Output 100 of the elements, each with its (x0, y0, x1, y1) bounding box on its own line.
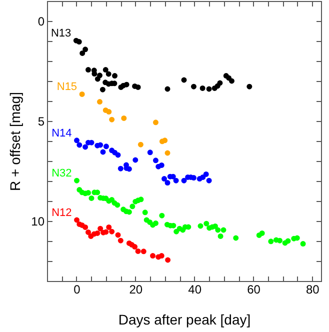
point (204, 220, 210, 226)
x-tick-label: 0 (74, 282, 81, 296)
point (174, 228, 180, 234)
y-tick-label: 5 (38, 114, 45, 128)
point (150, 253, 156, 259)
point (158, 253, 164, 259)
point (121, 115, 127, 121)
point (74, 138, 80, 144)
point (277, 238, 282, 244)
point (109, 116, 115, 122)
point (76, 39, 82, 45)
x-tick-label: 60 (247, 282, 261, 296)
point (100, 149, 106, 155)
series-label: N15 (56, 81, 78, 94)
point (130, 204, 136, 210)
point (165, 257, 171, 263)
point (132, 157, 138, 163)
point (206, 86, 212, 92)
point (228, 78, 234, 84)
point (220, 227, 226, 233)
point (115, 232, 121, 238)
point (80, 50, 86, 56)
point (162, 176, 167, 182)
point (200, 174, 206, 180)
point (246, 84, 252, 90)
point (74, 217, 80, 223)
point (86, 190, 91, 196)
point (98, 226, 104, 232)
point (98, 142, 104, 148)
point (162, 138, 168, 144)
point (294, 235, 300, 241)
x-axis-title: Days after peak [day] (118, 312, 251, 328)
x-tick-label: 80 (306, 282, 320, 296)
point (86, 67, 91, 73)
point (138, 196, 144, 202)
point (233, 235, 239, 241)
point (218, 233, 224, 239)
point (158, 162, 164, 168)
point (152, 220, 158, 226)
point (142, 210, 148, 216)
point (198, 223, 204, 229)
series-label: N14 (52, 127, 72, 140)
point (100, 86, 106, 92)
point (215, 227, 221, 233)
point (152, 158, 158, 164)
point (132, 244, 138, 250)
point (97, 99, 102, 105)
point (124, 82, 130, 88)
point (118, 166, 124, 172)
point (103, 144, 109, 150)
point (88, 195, 94, 201)
point (115, 152, 121, 158)
point (159, 212, 165, 218)
point (82, 224, 88, 230)
point (86, 229, 91, 235)
point (138, 142, 144, 148)
point (82, 46, 88, 52)
point (109, 228, 115, 234)
point (164, 86, 170, 92)
point (106, 109, 112, 115)
point (147, 150, 153, 156)
point (114, 202, 120, 208)
point (217, 80, 223, 86)
point (94, 230, 100, 236)
point (164, 180, 170, 186)
point (74, 178, 80, 184)
series-label: N32 (52, 168, 72, 180)
point (79, 91, 85, 97)
point (300, 241, 306, 247)
series-label: N12 (52, 207, 72, 219)
point (92, 71, 98, 77)
point (181, 77, 187, 83)
point (164, 150, 170, 156)
point (206, 178, 212, 184)
x-tick-label: 20 (129, 282, 143, 296)
point (135, 84, 141, 90)
series-label: N13 (50, 28, 72, 40)
point (152, 120, 158, 126)
y-tick-label: 0 (38, 14, 45, 28)
point (285, 238, 291, 244)
point (106, 224, 112, 230)
point (135, 248, 141, 254)
point (97, 72, 102, 78)
y-tick-label: 10 (31, 214, 45, 228)
point (112, 73, 118, 79)
point (200, 85, 206, 91)
point (102, 67, 108, 73)
y-axis-title: R + offset [mag] (7, 92, 24, 191)
point (181, 178, 187, 184)
point (190, 84, 196, 90)
point (140, 248, 146, 254)
point (106, 71, 112, 77)
point (268, 238, 274, 244)
point (173, 178, 179, 184)
x-tick-label: 40 (188, 282, 202, 296)
point (118, 238, 124, 244)
point (203, 171, 209, 177)
point (82, 144, 88, 150)
point (76, 142, 82, 148)
point (259, 230, 265, 236)
